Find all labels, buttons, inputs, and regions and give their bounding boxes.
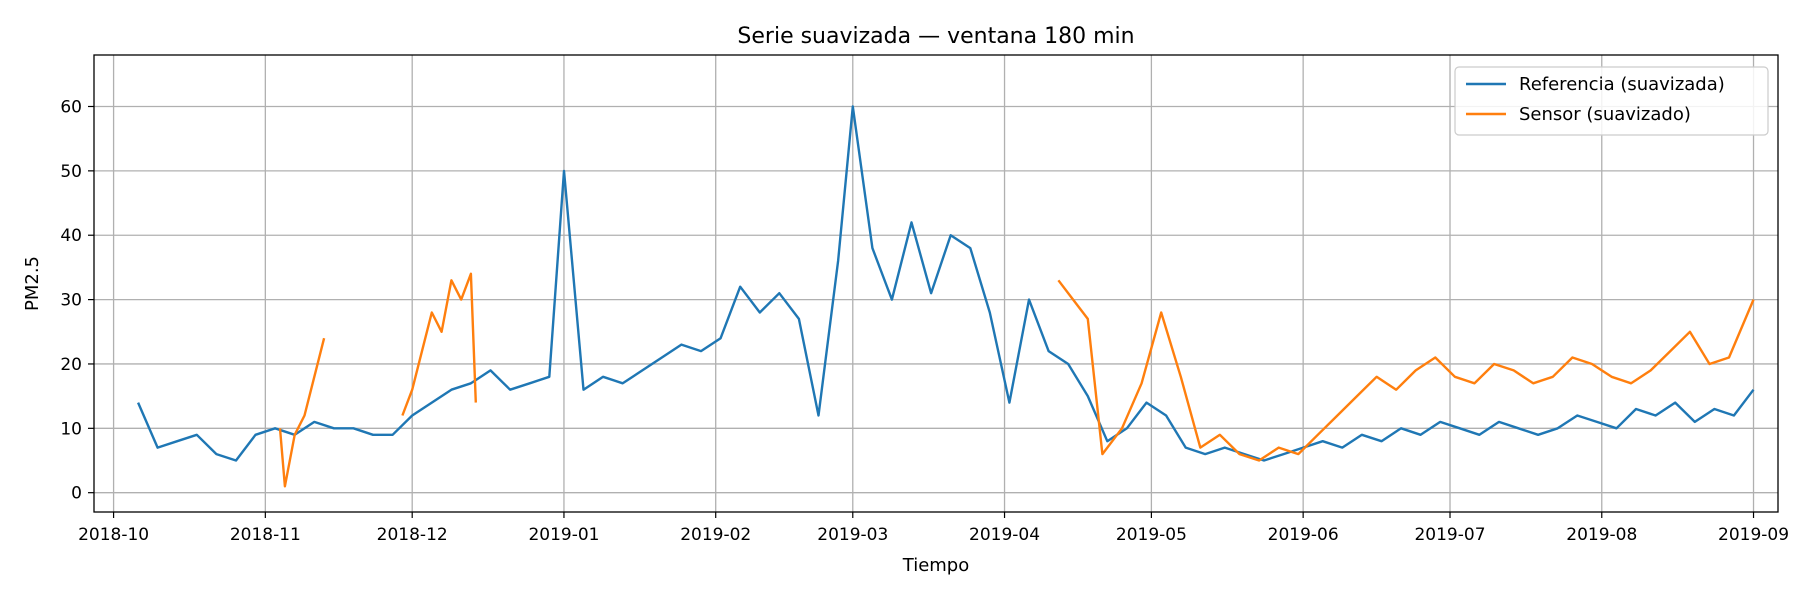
x-tick-label: 2018-10 (78, 525, 149, 545)
series-layer (136, 105, 1755, 488)
y-tick-label: 0 (71, 484, 82, 504)
x-tick-label: 2019-06 (1268, 525, 1339, 545)
y-tick-label: 10 (60, 419, 82, 439)
x-axis: 2018-10 2018-11 2018-12 2019-01 2019-02 2019-… (78, 512, 1789, 545)
x-axis-label: Tiempo (902, 555, 970, 576)
x-tick-label: 2019-08 (1566, 525, 1637, 545)
x-tick-label: 2018-12 (377, 525, 448, 545)
x-tick-label: 2018-11 (230, 525, 301, 545)
y-tick-label: 30 (60, 291, 82, 311)
x-tick-label: 2019-04 (969, 525, 1040, 545)
series-line-sensor (1057, 279, 1755, 462)
y-tick-label: 50 (60, 162, 82, 182)
x-tick-label: 2019-02 (680, 525, 751, 545)
legend: Referencia (suavizada) Sensor (suavizado… (1454, 66, 1769, 136)
x-tick-label: 2019-03 (817, 525, 888, 545)
series-line-sensor (278, 337, 326, 488)
x-tick-label: 2019-05 (1116, 525, 1187, 545)
legend-label-sensor: Sensor (suavizado) (1519, 104, 1691, 125)
series-line-sensor (401, 272, 477, 416)
plot-frame (93, 54, 1779, 513)
y-axis-label: PM2.5 (22, 256, 43, 311)
x-tick-label: 2019-07 (1414, 525, 1485, 545)
y-tick-label: 20 (60, 355, 82, 375)
series-line-referencia (136, 105, 1755, 462)
y-tick-label: 60 (60, 97, 82, 117)
chart-title: Serie suavizada — ventana 180 min (737, 24, 1134, 49)
y-tick-label: 40 (60, 226, 82, 246)
y-axis: 0 10 20 30 40 50 60 (60, 97, 94, 504)
legend-box (1454, 66, 1769, 136)
x-tick-label: 2019-01 (528, 525, 599, 545)
x-tick-label: 2019-09 (1718, 525, 1789, 545)
legend-label-referencia: Referencia (suavizada) (1519, 74, 1725, 95)
